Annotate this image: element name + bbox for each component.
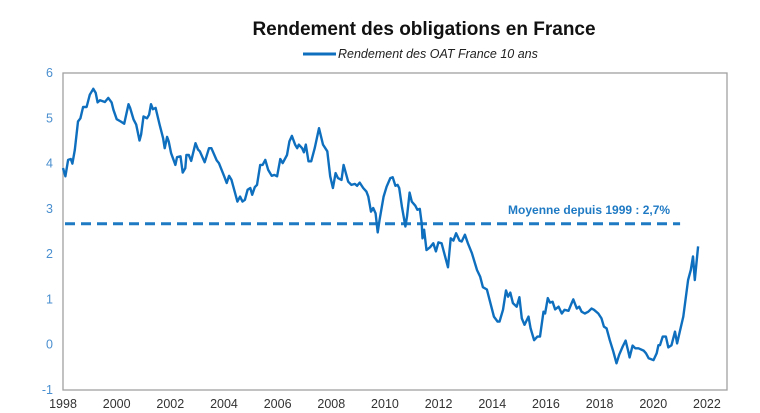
x-tick-label: 1998 bbox=[49, 397, 77, 411]
x-tick-label: 2006 bbox=[264, 397, 292, 411]
y-tick-label: 5 bbox=[46, 111, 53, 125]
x-tick-label: 2022 bbox=[693, 397, 721, 411]
y-tick-label: 4 bbox=[46, 157, 53, 171]
average-label: Moyenne depuis 1999 : 2,7% bbox=[508, 203, 670, 217]
x-tick-label: 2010 bbox=[371, 397, 399, 411]
y-tick-label: 6 bbox=[46, 66, 53, 80]
x-axis: 1998 2000 2002 2004 2006 2008 2010 2012 2014 2016… bbox=[49, 397, 721, 411]
x-tick-label: 2016 bbox=[532, 397, 560, 411]
x-tick-label: 2014 bbox=[478, 397, 506, 411]
legend-label: Rendement des OAT France 10 ans bbox=[338, 47, 538, 61]
y-tick-label: -1 bbox=[42, 383, 53, 397]
series-line bbox=[61, 87, 700, 365]
y-tick-label: 0 bbox=[46, 338, 53, 352]
plot-frame bbox=[62, 72, 728, 391]
y-tick-label: 1 bbox=[46, 292, 53, 306]
y-axis: -1 0 1 2 3 4 5 6 bbox=[42, 66, 53, 397]
chart-title: Rendement des obligations en France bbox=[252, 19, 595, 40]
y-tick-label: 2 bbox=[46, 247, 53, 261]
x-tick-label: 2018 bbox=[586, 397, 614, 411]
x-tick-label: 2020 bbox=[639, 397, 667, 411]
x-tick-label: 2008 bbox=[317, 397, 345, 411]
y-tick-label: 3 bbox=[46, 202, 53, 216]
x-tick-label: 2002 bbox=[156, 397, 184, 411]
x-tick-label: 2004 bbox=[210, 397, 238, 411]
series-points bbox=[62, 88, 699, 364]
legend: Rendement des OAT France 10 ans bbox=[303, 47, 538, 61]
x-tick-label: 2000 bbox=[103, 397, 131, 411]
x-tick-label: 2012 bbox=[425, 397, 453, 411]
